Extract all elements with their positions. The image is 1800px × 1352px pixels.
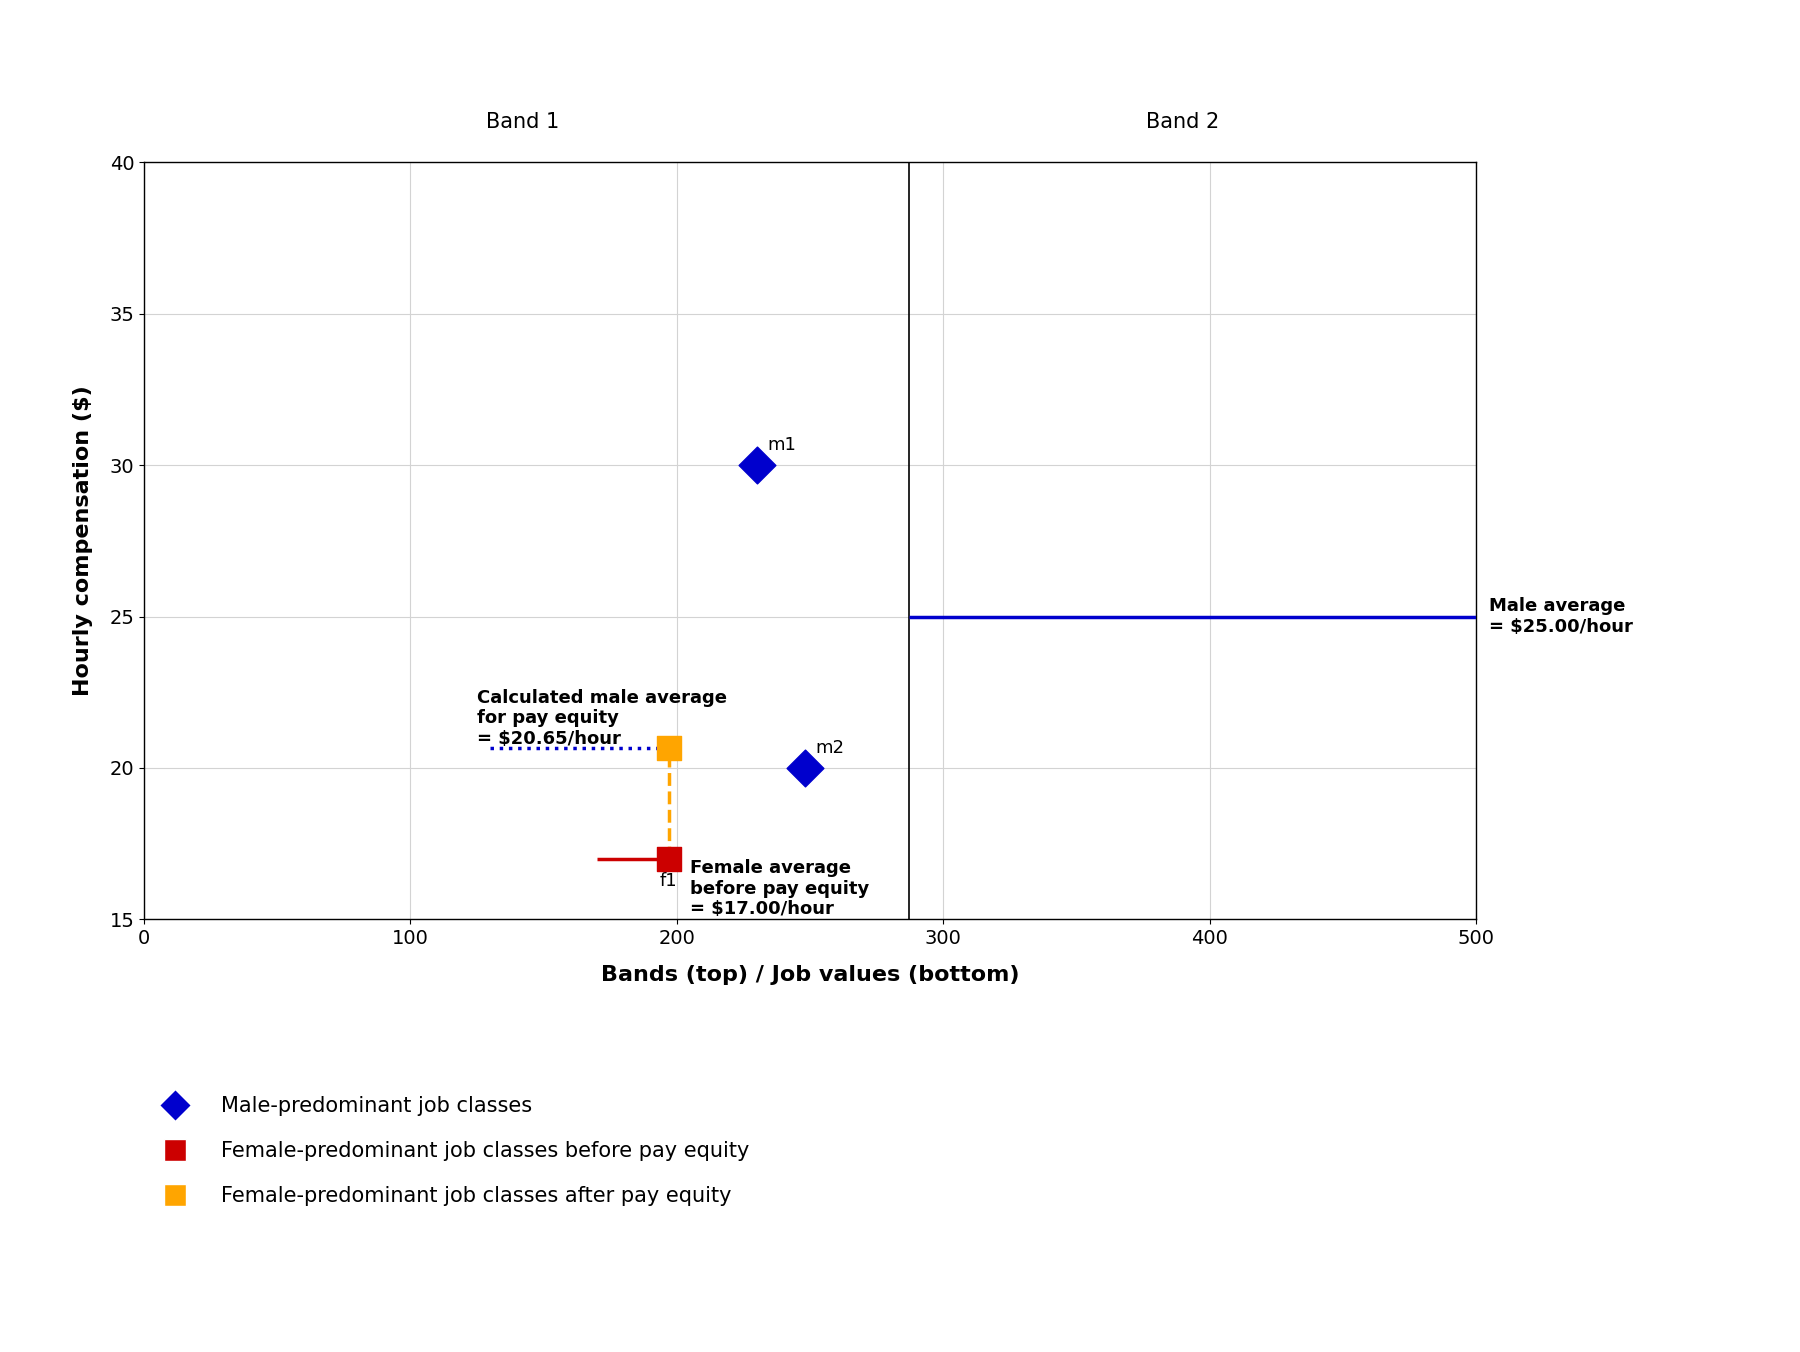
Text: Calculated male average
for pay equity
= $20.65/hour: Calculated male average for pay equity =… xyxy=(477,688,727,748)
X-axis label: Bands (top) / Job values (bottom): Bands (top) / Job values (bottom) xyxy=(601,965,1019,984)
Text: m2: m2 xyxy=(815,740,844,757)
Text: f1: f1 xyxy=(661,872,677,891)
Point xyxy=(655,848,684,869)
Point xyxy=(655,737,684,758)
Text: Band 1: Band 1 xyxy=(486,112,560,132)
Point xyxy=(790,757,819,779)
Legend: Male-predominant job classes, Female-predominant job classes before pay equity, : Male-predominant job classes, Female-pre… xyxy=(155,1096,749,1206)
Text: Female average
before pay equity
= $17.00/hour: Female average before pay equity = $17.0… xyxy=(689,859,869,918)
Y-axis label: Hourly compensation ($): Hourly compensation ($) xyxy=(72,385,94,696)
Text: Male average
= $25.00/hour: Male average = $25.00/hour xyxy=(1489,598,1633,635)
Point xyxy=(742,454,770,476)
Text: m1: m1 xyxy=(767,437,796,454)
Text: Band 2: Band 2 xyxy=(1147,112,1220,132)
